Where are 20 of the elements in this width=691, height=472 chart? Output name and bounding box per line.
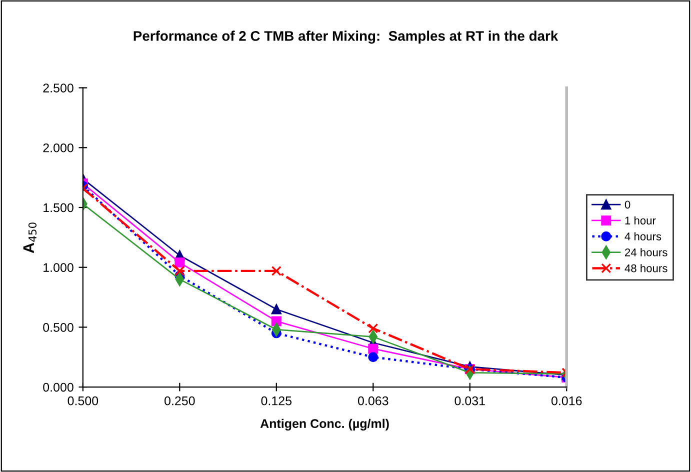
y-tick-label: 0.500	[43, 322, 74, 332]
y-tick-label: 1.500	[44, 203, 74, 212]
x-tick-label: 0.063	[358, 396, 388, 406]
y-axis-title: A$_{450}$	[23, 222, 37, 254]
y-tick-label: 2.500	[43, 84, 74, 92]
chart-title: Performance of 2 C TMB after Mixing: Samples at RT in the dark	[134, 30, 558, 44]
x-tick-label: 0.031	[454, 396, 485, 406]
legend-label: 0	[624, 200, 630, 209]
x-tick-label: 0.016	[551, 396, 582, 406]
legend-label: 1 hour	[625, 216, 656, 224]
x-axis-title: Antigen Conc. (µg/ml)	[260, 418, 389, 431]
x-tick-label: 0.125	[261, 396, 292, 406]
y-tick-label: 1.000	[44, 263, 74, 272]
y-tick-label: 0.000	[43, 382, 74, 392]
legend-label: 24 hours	[625, 248, 668, 256]
legend-label: 48 hours	[624, 264, 668, 272]
legend-label: 4 hours	[624, 232, 662, 240]
y-tick-label: 2.000	[43, 143, 74, 152]
x-tick-label: 0.250	[164, 396, 195, 406]
x-tick-label: 0.500	[68, 396, 98, 406]
